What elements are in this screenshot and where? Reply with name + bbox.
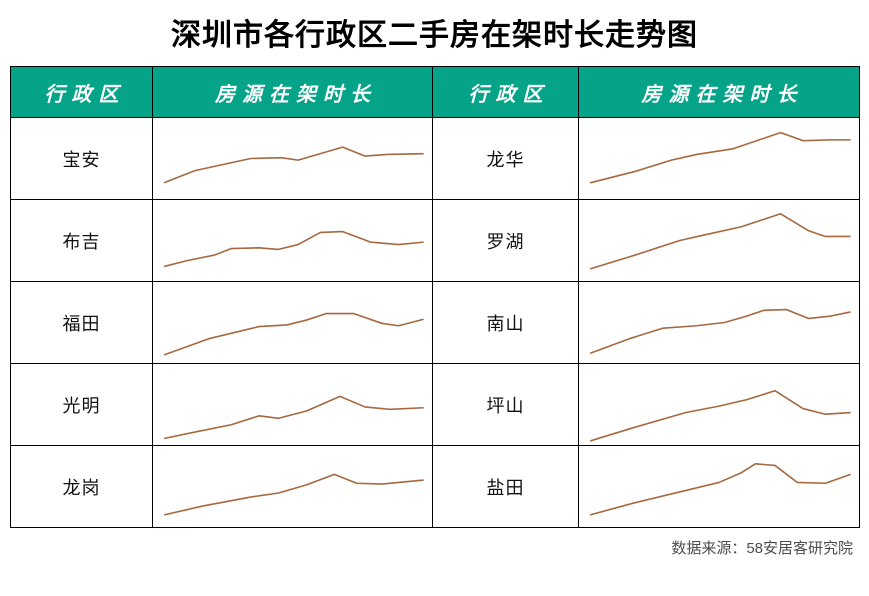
table-row: 宝安 龙华 [10, 117, 860, 200]
data-source-note: 数据来源：58安居客研究院 [671, 540, 853, 557]
page-title: 深圳市各行政区二手房在架时长走势图 [171, 19, 698, 52]
table-row: 龙岗 盐田 [10, 445, 860, 528]
sparkline-longhua [578, 117, 860, 200]
header-district-left: 行政区 [10, 66, 153, 118]
header-trend-right: 房源在架时长 [578, 66, 860, 118]
district-label: 光明 [10, 363, 153, 446]
sparkline-futian [152, 281, 433, 364]
district-label: 龙华 [432, 117, 579, 200]
header-district-right: 行政区 [432, 66, 579, 118]
district-label: 坪山 [432, 363, 579, 446]
sparkline-guangming [152, 363, 433, 446]
table-row: 布吉 罗湖 [10, 199, 860, 282]
district-label: 布吉 [10, 199, 153, 282]
sparkline-baoan [152, 117, 433, 200]
sparkline-luohu [578, 199, 860, 282]
header-trend-left: 房源在架时长 [152, 66, 433, 118]
district-label: 南山 [432, 281, 579, 364]
sparkline-pingshan [578, 363, 860, 446]
district-label: 龙岗 [10, 445, 153, 528]
district-label: 罗湖 [432, 199, 579, 282]
sparkline-yantian [578, 445, 860, 528]
sparkline-longgang [152, 445, 433, 528]
sparkline-nanshan [578, 281, 860, 364]
district-label: 福田 [10, 281, 153, 364]
district-label: 盐田 [432, 445, 579, 528]
district-label: 宝安 [10, 117, 153, 200]
table-header-row: 行政区 房源在架时长 行政区 房源在架时长 [10, 66, 860, 118]
table-row: 福田 南山 [10, 281, 860, 364]
sparkline-buji [152, 199, 433, 282]
table-row: 光明 坪山 [10, 363, 860, 446]
trend-table: 行政区 房源在架时长 行政区 房源在架时长 宝安 龙华 布吉 罗湖 福田 南山 … [10, 66, 860, 528]
